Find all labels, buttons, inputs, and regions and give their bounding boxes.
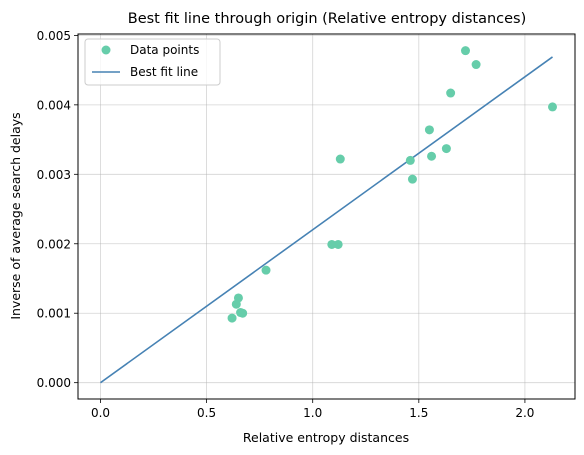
x-axis-label: Relative entropy distances <box>243 430 409 445</box>
x-tick-label: 0.5 <box>197 406 216 420</box>
data-point <box>405 155 415 165</box>
data-point <box>460 46 470 56</box>
data-point <box>261 265 271 275</box>
data-point <box>227 313 237 323</box>
legend-marker-data-points <box>101 45 111 55</box>
data-point <box>233 293 243 303</box>
grid <box>78 34 575 399</box>
legend-label-data-points: Data points <box>130 43 199 57</box>
data-point <box>335 154 345 164</box>
data-point <box>327 239 337 249</box>
data-point <box>427 151 437 161</box>
y-tick-label: 0.003 <box>37 168 71 182</box>
x-axis: 0.0 0.5 1.0 1.5 2.0 <box>91 399 534 420</box>
y-tick-label: 0.004 <box>37 98 71 112</box>
legend-label-best-fit-line: Best fit line <box>130 65 198 79</box>
data-point <box>407 174 417 184</box>
data-point <box>441 144 451 154</box>
best-fit-line <box>100 56 553 384</box>
data-point <box>424 125 434 135</box>
x-tick-label: 1.0 <box>303 406 322 420</box>
y-tick-label: 0.005 <box>37 29 71 43</box>
legend-box <box>84 38 221 86</box>
y-tick-label: 0.001 <box>37 307 71 321</box>
line-series-layer <box>100 56 553 384</box>
data-point <box>333 239 343 249</box>
data-point <box>471 60 481 70</box>
y-tick-label: 0.000 <box>37 376 71 390</box>
y-axis-label: Inverse of average search delays <box>8 112 23 319</box>
scatter-series-layer <box>227 46 558 323</box>
legend: Data points Best fit line <box>84 38 221 86</box>
data-point <box>548 102 558 112</box>
data-point <box>446 88 456 98</box>
data-point <box>238 308 248 318</box>
chart-title: Best fit line through origin (Relative e… <box>128 11 527 27</box>
y-tick-label: 0.002 <box>37 237 71 251</box>
x-tick-label: 2.0 <box>515 406 534 420</box>
plot-area-frame <box>77 33 576 400</box>
y-axis: 0.000 0.001 0.002 0.003 0.004 0.005 <box>37 29 78 390</box>
x-tick-label: 1.5 <box>409 406 428 420</box>
x-tick-label: 0.0 <box>91 406 110 420</box>
